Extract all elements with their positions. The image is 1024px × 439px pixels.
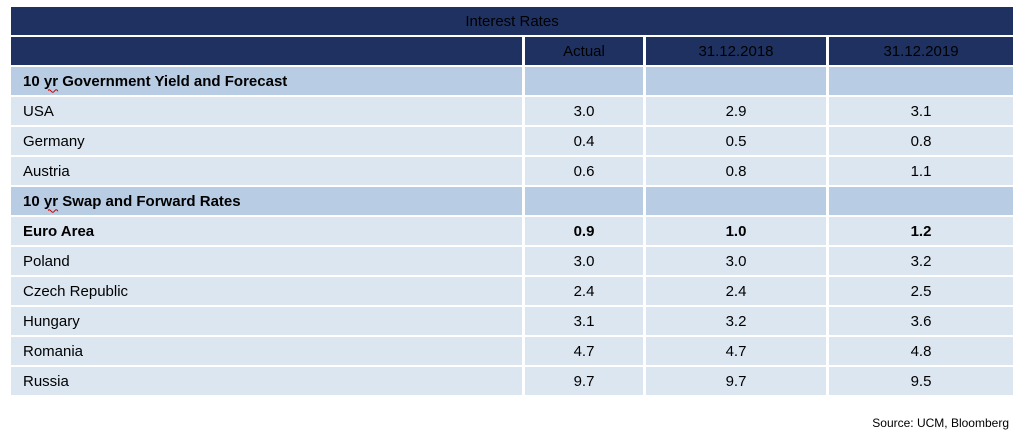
value-cell: 3.1 bbox=[829, 97, 1014, 125]
section-empty-cell bbox=[646, 67, 826, 95]
country-label-cell: Germany bbox=[11, 127, 522, 155]
section-label-text: 10 bbox=[23, 72, 44, 90]
value-cell: 2.5 bbox=[829, 277, 1014, 305]
value-cell: 3.2 bbox=[646, 307, 826, 335]
value-cell: 1.1 bbox=[829, 157, 1014, 185]
table-row: Russia 9.7 9.7 9.5 bbox=[11, 367, 1014, 395]
title-row: Interest Rates bbox=[11, 7, 1014, 35]
table-title: Interest Rates bbox=[11, 7, 1014, 35]
country-label-cell: Russia bbox=[11, 367, 522, 395]
table-row: Germany 0.4 0.5 0.8 bbox=[11, 127, 1014, 155]
table-row: Hungary 3.1 3.2 3.6 bbox=[11, 307, 1014, 335]
section-row: 10 yr Government Yield and Forecast bbox=[11, 67, 1014, 95]
value-cell: 0.5 bbox=[646, 127, 826, 155]
value-cell: 4.7 bbox=[525, 337, 643, 365]
value-cell: 1.0 bbox=[646, 217, 826, 245]
table-row: Czech Republic 2.4 2.4 2.5 bbox=[11, 277, 1014, 305]
section-empty-cell bbox=[525, 67, 643, 95]
header-cell: 31.12.2019 bbox=[829, 37, 1014, 65]
value-cell: 2.4 bbox=[646, 277, 826, 305]
header-empty-cell bbox=[11, 37, 522, 65]
value-cell: 0.9 bbox=[525, 217, 643, 245]
table-row: USA 3.0 2.9 3.1 bbox=[11, 97, 1014, 125]
source-note: Source: UCM, Bloomberg bbox=[872, 416, 1009, 430]
country-label-cell: USA bbox=[11, 97, 522, 125]
country-label-cell: Austria bbox=[11, 157, 522, 185]
section-empty-cell bbox=[646, 187, 826, 215]
value-cell: 2.4 bbox=[525, 277, 643, 305]
value-cell: 4.7 bbox=[646, 337, 826, 365]
table-row: Poland 3.0 3.0 3.2 bbox=[11, 247, 1014, 275]
section-label-text: Government Yield and Forecast bbox=[58, 72, 288, 90]
country-label-cell: Hungary bbox=[11, 307, 522, 335]
table-row: Euro Area 0.9 1.0 1.2 bbox=[11, 217, 1014, 245]
value-cell: 3.0 bbox=[525, 97, 643, 125]
spellcheck-marked-word: yr bbox=[43, 72, 59, 90]
value-cell: 0.8 bbox=[829, 127, 1014, 155]
spellcheck-marked-word: yr bbox=[43, 192, 59, 210]
value-cell: 0.4 bbox=[525, 127, 643, 155]
section-empty-cell bbox=[829, 187, 1014, 215]
value-cell: 9.7 bbox=[646, 367, 826, 395]
interest-rates-table: Interest Rates Actual 31.12.2018 31.12.201… bbox=[8, 5, 1016, 397]
header-cell: 31.12.2018 bbox=[646, 37, 826, 65]
value-cell: 3.0 bbox=[646, 247, 826, 275]
value-cell: 3.2 bbox=[829, 247, 1014, 275]
section-row: 10 yr Swap and Forward Rates bbox=[11, 187, 1014, 215]
country-label-cell: Poland bbox=[11, 247, 522, 275]
value-cell: 2.9 bbox=[646, 97, 826, 125]
section-label-cell: 10 yr Government Yield and Forecast bbox=[11, 67, 522, 95]
value-cell: 9.5 bbox=[829, 367, 1014, 395]
value-cell: 4.8 bbox=[829, 337, 1014, 365]
table-row: Austria 0.6 0.8 1.1 bbox=[11, 157, 1014, 185]
table-row: Romania 4.7 4.7 4.8 bbox=[11, 337, 1014, 365]
column-header-row: Actual 31.12.2018 31.12.2019 bbox=[11, 37, 1014, 65]
country-label-cell: Euro Area bbox=[11, 217, 522, 245]
value-cell: 0.6 bbox=[525, 157, 643, 185]
header-cell: Actual bbox=[525, 37, 643, 65]
value-cell: 3.1 bbox=[525, 307, 643, 335]
section-empty-cell bbox=[525, 187, 643, 215]
section-label-text: Swap and Forward Rates bbox=[58, 192, 241, 210]
value-cell: 3.0 bbox=[525, 247, 643, 275]
value-cell: 9.7 bbox=[525, 367, 643, 395]
section-empty-cell bbox=[829, 67, 1014, 95]
country-label-cell: Romania bbox=[11, 337, 522, 365]
section-label-text: 10 bbox=[23, 192, 44, 210]
value-cell: 1.2 bbox=[829, 217, 1014, 245]
value-cell: 0.8 bbox=[646, 157, 826, 185]
country-label-cell: Czech Republic bbox=[11, 277, 522, 305]
value-cell: 3.6 bbox=[829, 307, 1014, 335]
section-label-cell: 10 yr Swap and Forward Rates bbox=[11, 187, 522, 215]
